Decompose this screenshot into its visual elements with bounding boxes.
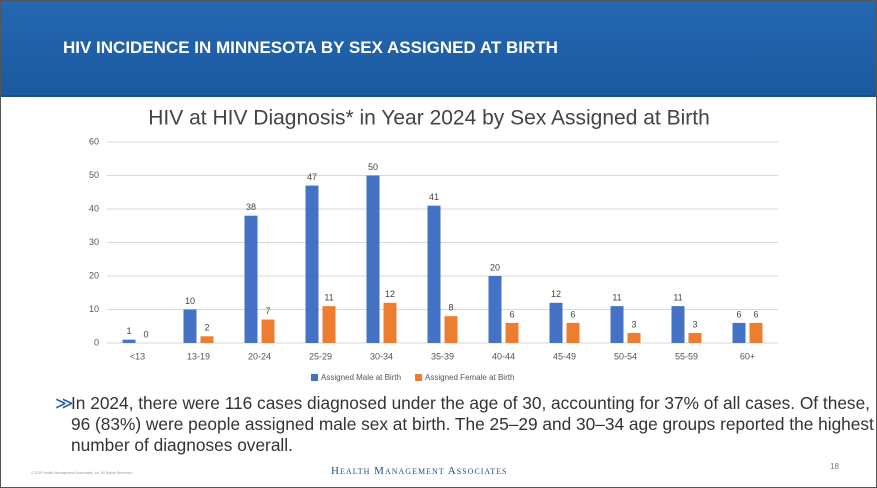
data-label: 11 <box>324 293 333 303</box>
x-tick-label: 30-34 <box>370 351 393 361</box>
bar <box>549 302 563 343</box>
legend-swatch <box>311 374 318 381</box>
header: HIV INCIDENCE IN MINNESOTA BY SEX ASSIGN… <box>1 1 876 97</box>
bar <box>566 322 580 343</box>
page-number: 18 <box>830 462 839 471</box>
bar <box>427 205 441 343</box>
legend-label: Assigned Male at Birth <box>321 373 401 382</box>
bar <box>305 185 319 343</box>
y-tick-label: 60 <box>89 136 99 146</box>
bar <box>671 306 685 343</box>
x-tick-label: 25-29 <box>309 351 332 361</box>
legend-label: Assigned Female at Birth <box>425 373 514 382</box>
data-label: 6 <box>753 309 758 319</box>
bar <box>383 302 397 343</box>
bar <box>627 332 641 343</box>
data-label: 6 <box>736 309 741 319</box>
bar <box>322 306 336 343</box>
bar <box>488 276 502 343</box>
data-label: 50 <box>368 162 378 172</box>
x-tick-label: 55-59 <box>675 351 698 361</box>
copyright: © 2025 Health Management Associates, Inc… <box>31 471 133 475</box>
data-label: 6 <box>570 309 575 319</box>
legend-swatch <box>415 374 423 381</box>
data-label: 12 <box>385 289 395 299</box>
bar <box>366 175 380 343</box>
data-label: 12 <box>551 289 561 299</box>
header-title: HIV INCIDENCE IN MINNESOTA BY SEX ASSIGN… <box>63 38 558 57</box>
x-tick-label: 13-19 <box>187 351 210 361</box>
bar <box>749 322 763 343</box>
chart-title: HIV at HIV Diagnosis* in Year 2024 by Se… <box>148 107 710 130</box>
bar <box>122 339 136 343</box>
bar <box>688 332 702 343</box>
data-label: 6 <box>509 309 514 319</box>
x-tick-label: 35-39 <box>431 351 454 361</box>
data-label: 1 <box>126 326 131 336</box>
x-tick-label: <13 <box>130 351 145 361</box>
data-label: 38 <box>246 202 256 212</box>
data-label: 47 <box>307 172 317 182</box>
data-label: 2 <box>204 323 209 333</box>
data-label: 3 <box>692 319 697 329</box>
data-label: 20 <box>490 262 500 272</box>
bar <box>261 319 275 343</box>
x-tick-label: 40-44 <box>492 351 515 361</box>
data-label: 41 <box>429 192 439 202</box>
data-label: 7 <box>265 306 270 316</box>
data-label: 3 <box>631 319 636 329</box>
y-tick-label: 50 <box>89 170 99 180</box>
x-tick-label: 60+ <box>740 351 755 361</box>
bullet-text: In 2024, there were 116 cases diagnosed … <box>71 393 874 455</box>
x-tick-label: 50-54 <box>614 351 637 361</box>
bar <box>505 322 519 343</box>
bar <box>244 215 258 343</box>
chart: HIV at HIV Diagnosis* in Year 2024 by Se… <box>89 107 778 382</box>
logo: Health Management Associates <box>331 465 508 477</box>
x-tick-label: 45-49 <box>553 351 576 361</box>
data-label: 11 <box>673 293 682 303</box>
x-tick-label: 20-24 <box>248 351 271 361</box>
data-label: 10 <box>185 296 195 306</box>
data-label: 11 <box>612 293 621 303</box>
y-tick-label: 10 <box>89 304 99 314</box>
y-tick-label: 0 <box>94 337 99 347</box>
bullet: ≫ In 2024, there were 116 cases diagnosed… <box>55 393 874 455</box>
bar <box>610 306 624 343</box>
bar <box>200 336 214 343</box>
y-tick-label: 30 <box>89 237 99 247</box>
y-tick-label: 40 <box>89 203 99 213</box>
data-label: 8 <box>448 303 453 313</box>
data-label: 0 <box>143 329 148 339</box>
bar <box>183 309 197 343</box>
y-tick-label: 20 <box>89 270 99 280</box>
bar <box>444 316 458 343</box>
bar <box>732 322 746 343</box>
